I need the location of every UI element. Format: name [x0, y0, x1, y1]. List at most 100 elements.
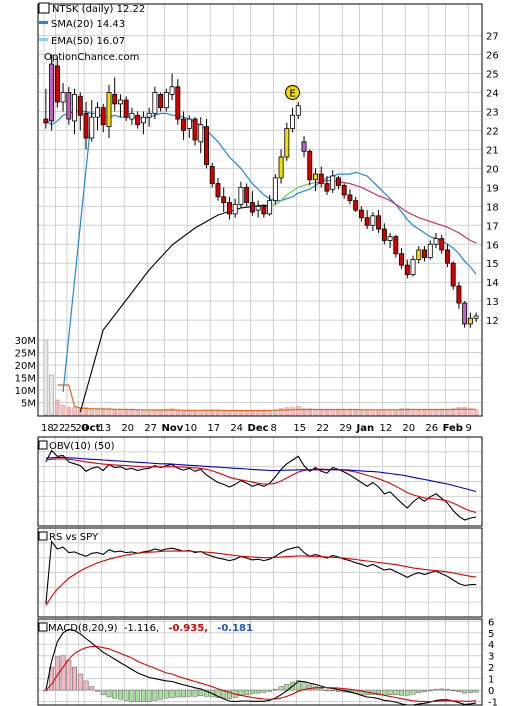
macd-histogram-bar: [330, 689, 336, 692]
volume-bar: [422, 409, 427, 416]
volume-bar: [364, 409, 370, 416]
macd-histogram-bar: [129, 689, 135, 702]
macd-histogram-bar: [215, 689, 221, 698]
candle-body: [473, 315, 479, 319]
volume-bar: [227, 410, 232, 416]
candle-layer: E: [43, 54, 479, 328]
candle-body: [422, 249, 427, 258]
macd-histogram-bar: [456, 689, 462, 693]
volume-bar: [221, 410, 227, 416]
rs-series-line-0: [45, 540, 477, 604]
volume-bar: [123, 409, 129, 416]
macd-series-line-1: [45, 645, 477, 703]
macd-histogram-bar: [204, 689, 209, 697]
macd-histogram-bar: [249, 689, 255, 695]
volume-bar: [186, 410, 192, 416]
rs-series-line-1: [45, 550, 477, 606]
macd-histogram-bar: [358, 689, 364, 695]
macd-histogram-bar: [255, 689, 261, 694]
macd-histogram-bar: [112, 689, 118, 699]
candle-body: [249, 202, 255, 213]
volume-bar: [72, 407, 77, 416]
ema50-line-down: [315, 180, 477, 244]
volume-y-tick-label: 10M: [15, 386, 36, 397]
macd-signal-value: -0.935,: [168, 623, 208, 634]
macd-histogram-bar: [83, 680, 89, 691]
x-tick-label: 9: [466, 423, 472, 434]
volume-bar: [83, 407, 89, 416]
obv-series-line-1: [45, 458, 477, 514]
candle-body: [77, 95, 83, 116]
macd-histogram-bar: [152, 689, 158, 701]
macd-histogram-bar: [445, 688, 450, 691]
candle-body: [83, 112, 89, 139]
volume-bar: [169, 408, 175, 416]
volume-bar: [416, 409, 422, 416]
macd-histogram-bar: [77, 673, 83, 691]
candle-body: [290, 114, 296, 129]
x-tick-label: Dec: [248, 423, 269, 434]
volume-bar: [433, 409, 439, 416]
candle-body: [209, 166, 215, 184]
candle-body: [43, 118, 49, 124]
macd-histogram-bar: [318, 688, 324, 691]
macd-histogram-bar: [473, 689, 479, 693]
candle-body: [129, 112, 135, 120]
macd-y-tick-label: 5: [488, 629, 494, 640]
macd-value: -1.116,: [124, 623, 159, 634]
rs-marker: [38, 531, 48, 541]
obv-marker: [38, 440, 48, 450]
macd-histogram-bar: [410, 689, 416, 695]
price-y-tick-label: 18: [486, 202, 499, 213]
volume-bar: [393, 409, 399, 416]
macd-histogram-bar: [267, 689, 273, 692]
volume-bar: [60, 404, 66, 416]
candle-body: [261, 205, 267, 215]
volume-bar: [410, 409, 416, 416]
candle-body: [152, 92, 158, 114]
volume-bar: [301, 408, 307, 416]
macd-histogram-bar: [467, 689, 473, 693]
macd-histogram-bar: [433, 688, 439, 691]
macd-marker: [38, 622, 48, 632]
obv-title: OBV(10) (50): [49, 441, 115, 452]
volume-bar: [89, 409, 95, 416]
candle-body: [410, 259, 416, 276]
macd-histogram-bar: [336, 689, 341, 692]
earnings-event-marker: [285, 84, 301, 100]
candle-body: [381, 228, 387, 241]
volume-bar: [376, 409, 381, 416]
candle-body: [278, 156, 284, 179]
macd-histogram-bar: [186, 689, 192, 697]
macd-y-tick-label: 1: [488, 675, 494, 686]
price-y-tick-label: 19: [486, 183, 499, 194]
macd-histogram-bar: [89, 686, 95, 691]
macd-histogram-bar: [324, 689, 330, 692]
x-tick-label: 20: [402, 423, 415, 434]
x-tick-label: Nov: [161, 423, 183, 434]
candle-body: [416, 249, 422, 260]
volume-bar: [49, 374, 54, 416]
volume-bar: [313, 409, 318, 416]
candle-body: [169, 86, 175, 95]
candle-body: [49, 63, 55, 122]
volume-bar: [43, 339, 49, 416]
x-tick-label: 17: [207, 423, 220, 434]
obv-series-line-2: [45, 456, 477, 493]
volume-bar: [445, 409, 450, 416]
candle-body: [295, 105, 301, 116]
macd-histogram-bar: [450, 689, 456, 692]
x-tick-label: 18: [41, 423, 54, 434]
candle-body: [450, 262, 456, 287]
volume-bar: [318, 409, 324, 416]
price-y-tick-label: 20: [486, 164, 499, 175]
macd-histogram-bar: [387, 689, 393, 695]
price-y-tick-label: 27: [486, 32, 499, 43]
candle-body: [117, 99, 123, 105]
price-y-tick-label: 26: [486, 51, 499, 62]
price-y-tick-label: 15: [486, 259, 499, 270]
candle-body: [467, 317, 473, 325]
volume-layer: [43, 339, 479, 416]
candle-body: [439, 238, 445, 251]
x-tick-label: 26: [425, 423, 438, 434]
